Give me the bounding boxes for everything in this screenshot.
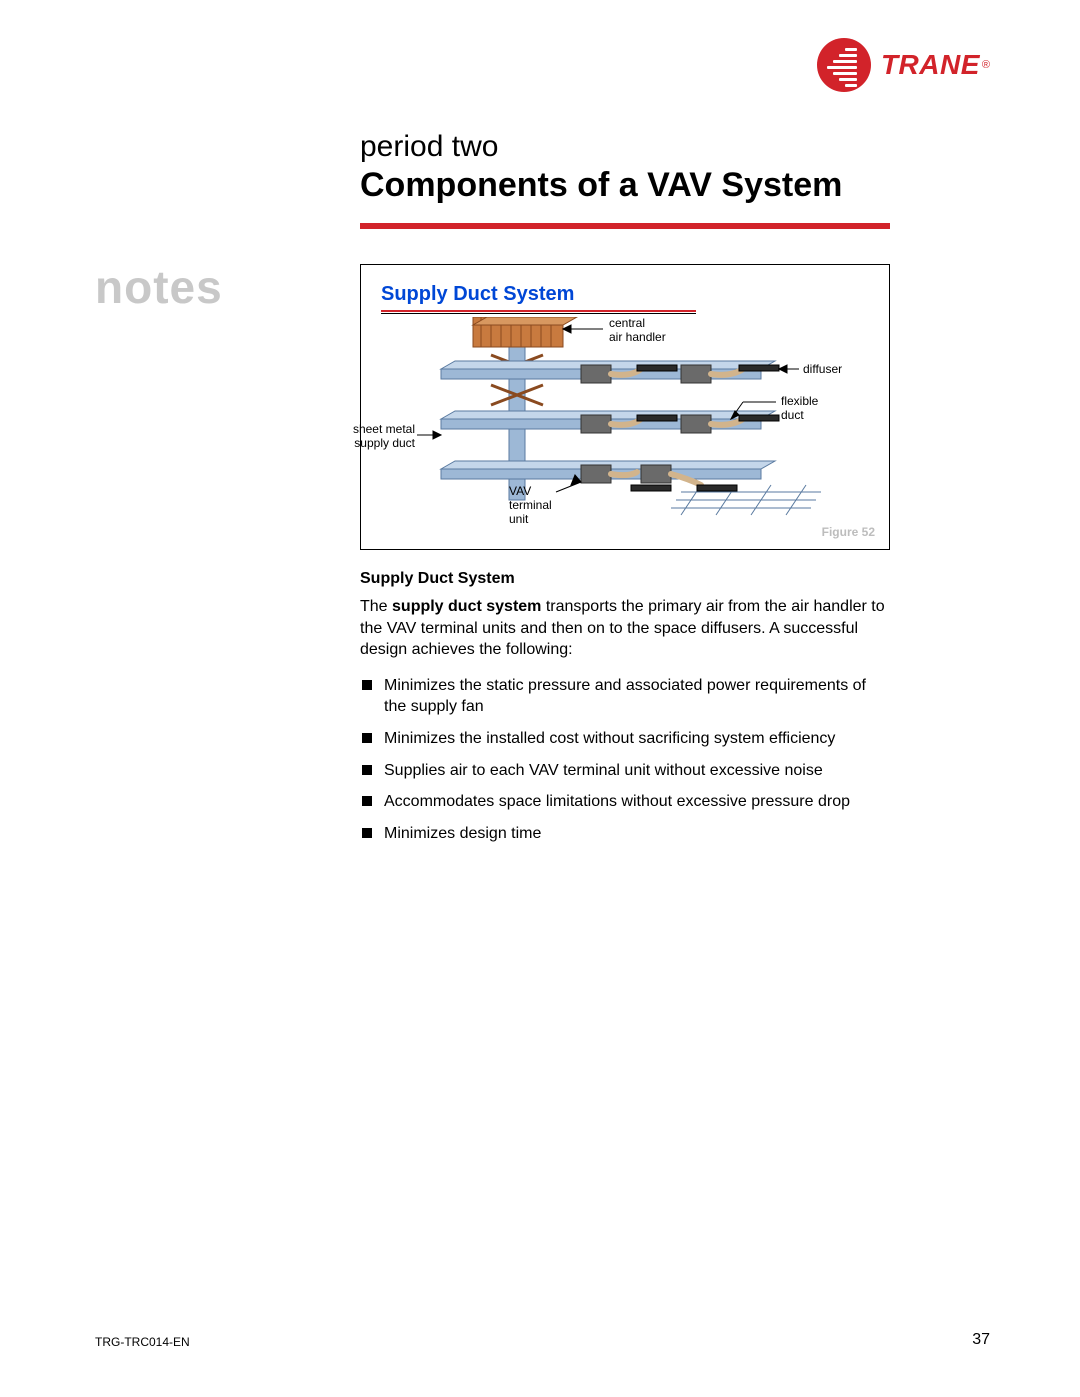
- bullet-item: Minimizes the installed cost without sac…: [360, 728, 890, 750]
- bullet-item: Minimizes design time: [360, 823, 890, 845]
- brand-logo-mark: [817, 38, 871, 92]
- label-central-air-handler: central air handler: [609, 317, 666, 345]
- bullet-item: Accommodates space limitations without e…: [360, 791, 890, 813]
- section-intro: The supply duct system transports the pr…: [360, 596, 890, 661]
- bullet-item: Supplies air to each VAV terminal unit w…: [360, 760, 890, 782]
- figure-title: Supply Duct System: [381, 283, 869, 306]
- header-period: period two: [360, 130, 990, 164]
- brand-registered: ®: [982, 59, 990, 71]
- label-vav-terminal: VAV terminal unit: [509, 485, 552, 526]
- figure-diagram: central air handler diffuser flexible du…: [381, 317, 871, 527]
- header-rule: [360, 223, 890, 229]
- brand-logo: TRANE ®: [817, 38, 990, 92]
- label-diffuser: diffuser: [803, 363, 842, 377]
- page-header: period two Components of a VAV System: [360, 130, 990, 229]
- notes-label: notes: [95, 260, 223, 314]
- intro-prefix: The: [360, 598, 392, 615]
- section-bullets: Minimizes the static pressure and associ…: [360, 675, 890, 845]
- page: TRANE ® period two Components of a VAV S…: [0, 0, 1080, 1397]
- label-flexible-duct: flexible duct: [781, 395, 818, 423]
- section-heading: Supply Duct System: [360, 570, 890, 588]
- figure-caption: Figure 52: [822, 525, 875, 539]
- header-title: Components of a VAV System: [360, 166, 990, 205]
- label-sheet-metal-duct: sheet metal supply duct: [351, 423, 415, 451]
- main-content: Supply Duct System: [360, 264, 890, 854]
- footer-page-number: 37: [972, 1331, 990, 1349]
- footer-doc-id: TRG-TRC014-EN: [95, 1335, 190, 1349]
- brand-name: TRANE: [881, 49, 980, 81]
- bullet-item: Minimizes the static pressure and associ…: [360, 675, 890, 718]
- brand-logo-stripes: [823, 48, 865, 90]
- figure-title-rule: [381, 310, 869, 314]
- intro-bold: supply duct system: [392, 598, 541, 615]
- figure-box: Supply Duct System: [360, 264, 890, 550]
